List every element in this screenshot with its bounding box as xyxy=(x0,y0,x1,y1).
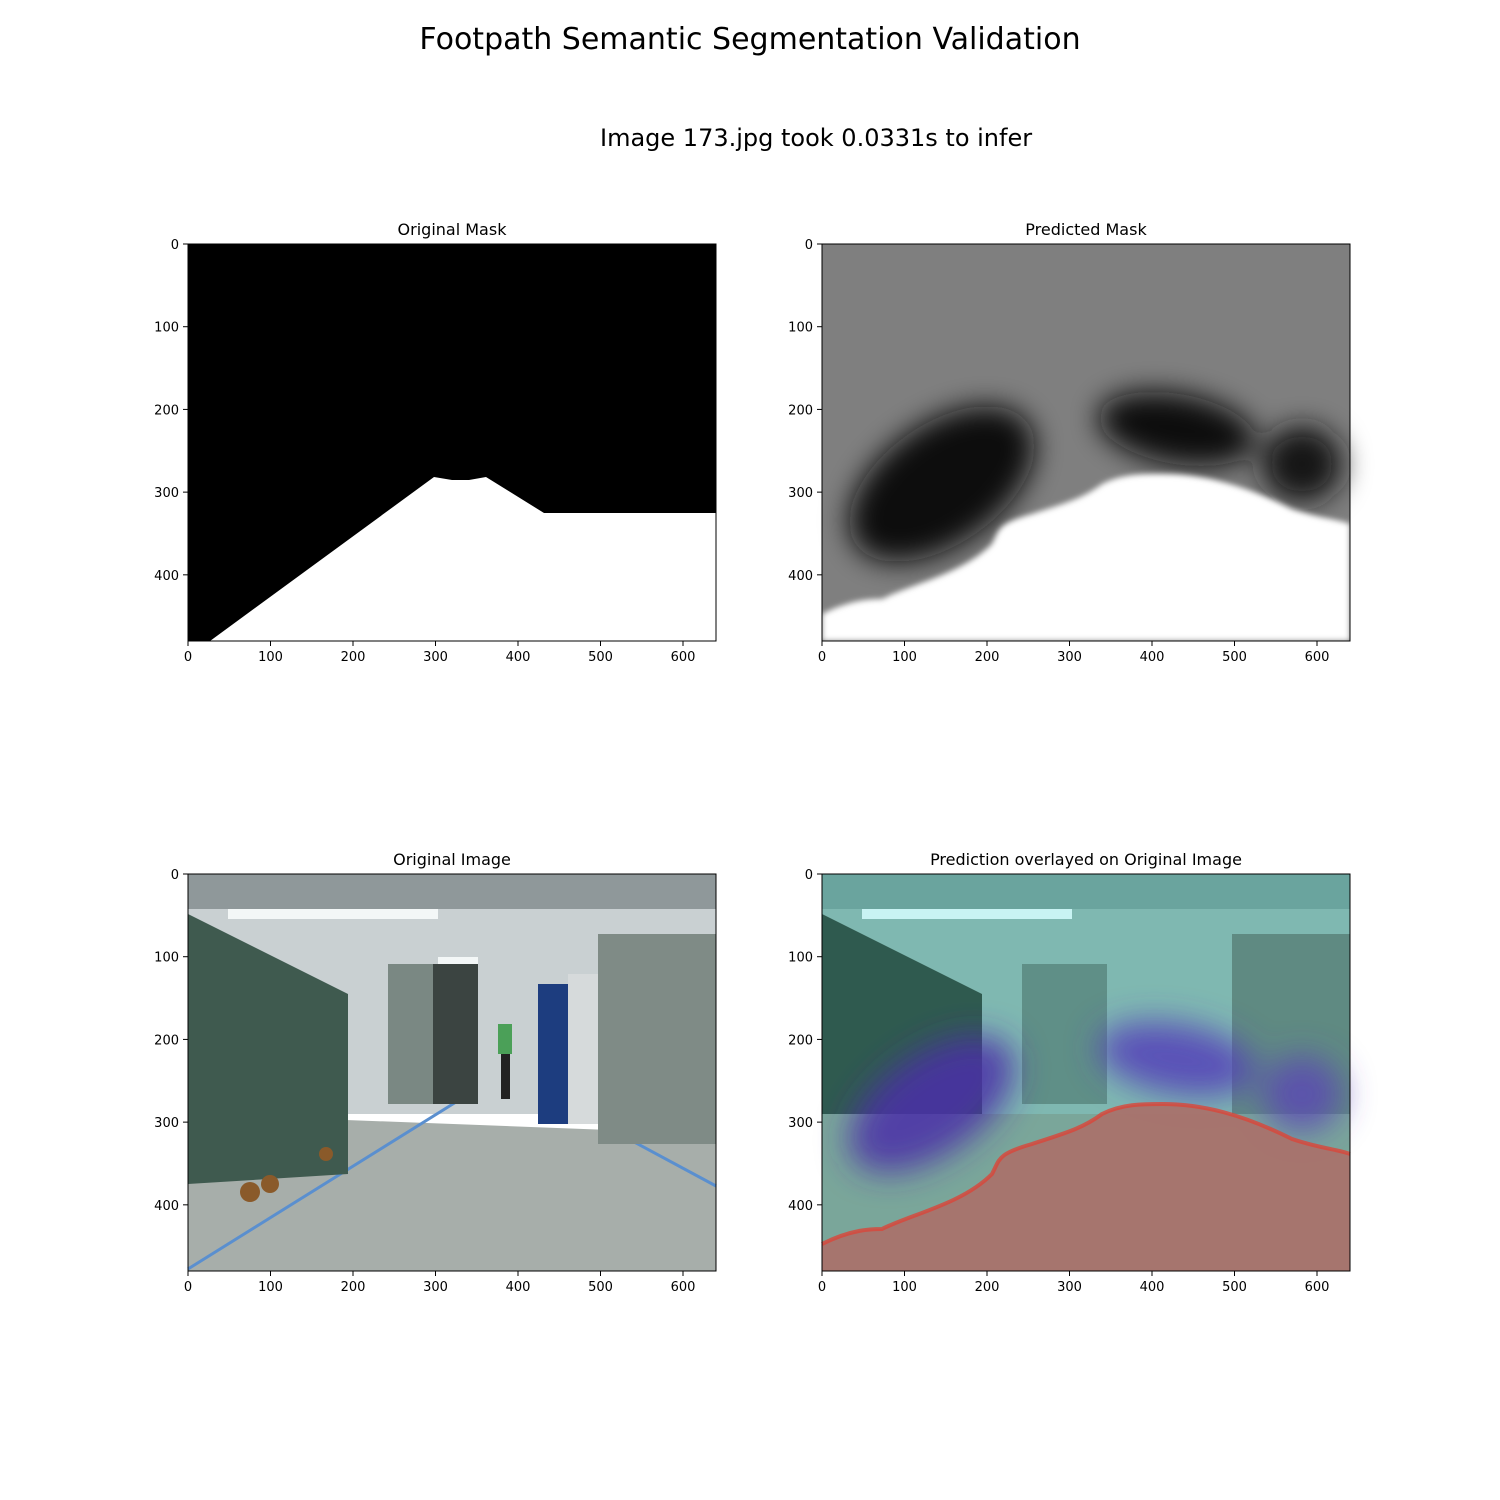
x-tick-label: 500 xyxy=(588,650,613,665)
x-tick-label: 500 xyxy=(1222,1280,1247,1295)
y-tick-label: 200 xyxy=(788,1033,813,1048)
y-tick-label: 200 xyxy=(154,1033,179,1048)
x-tick-label: 0 xyxy=(184,650,192,665)
y-tick-label: 100 xyxy=(788,321,813,336)
y-tick-label: 300 xyxy=(154,486,179,501)
y-tick-label: 200 xyxy=(788,403,813,418)
x-tick-label: 500 xyxy=(588,1280,613,1295)
y-tick-label: 100 xyxy=(154,951,179,966)
x-tick-label: 200 xyxy=(975,650,1000,665)
x-tick-label: 400 xyxy=(506,650,531,665)
y-tick-label: 400 xyxy=(788,1199,813,1214)
x-tick-label: 600 xyxy=(1305,650,1330,665)
x-tick-label: 300 xyxy=(423,650,448,665)
x-tick-label: 600 xyxy=(671,1280,696,1295)
original-photo xyxy=(187,873,717,1272)
x-tick-label: 0 xyxy=(818,1280,826,1295)
x-tick-label: 100 xyxy=(258,1280,283,1295)
x-tick-label: 400 xyxy=(506,1280,531,1295)
x-tick-label: 500 xyxy=(1222,650,1247,665)
x-tick-label: 600 xyxy=(1305,1280,1330,1295)
panel-title-predicted-mask: Predicted Mask xyxy=(1025,220,1147,239)
y-tick-label: 100 xyxy=(154,321,179,336)
overlay-footpath-region xyxy=(822,1104,1350,1271)
x-tick-label: 300 xyxy=(1057,1280,1082,1295)
y-tick-label: 300 xyxy=(788,486,813,501)
x-tick-label: 300 xyxy=(423,1280,448,1295)
x-tick-label: 600 xyxy=(671,650,696,665)
original-mask-image xyxy=(187,243,717,642)
y-tick-label: 100 xyxy=(788,951,813,966)
x-tick-label: 400 xyxy=(1140,650,1165,665)
x-tick-label: 0 xyxy=(184,1280,192,1295)
figure-title: Footpath Semantic Segmentation Validatio… xyxy=(419,22,1081,57)
footpath-region xyxy=(210,477,716,641)
y-tick-label: 400 xyxy=(154,569,179,584)
x-tick-label: 200 xyxy=(341,650,366,665)
x-tick-label: 100 xyxy=(258,650,283,665)
x-tick-label: 200 xyxy=(341,1280,366,1295)
x-tick-label: 400 xyxy=(1140,1280,1165,1295)
y-tick-label: 400 xyxy=(788,569,813,584)
y-tick-label: 200 xyxy=(154,403,179,418)
x-tick-label: 100 xyxy=(892,650,917,665)
y-tick-label: 300 xyxy=(788,1116,813,1131)
y-tick-label: 400 xyxy=(154,1199,179,1214)
y-tick-label: 0 xyxy=(171,868,179,883)
figure-subtitle: Image 173.jpg took 0.0331s to infer xyxy=(600,124,1033,152)
x-tick-label: 100 xyxy=(892,1280,917,1295)
panel-title-original-mask: Original Mask xyxy=(397,220,507,239)
overlay-image xyxy=(821,873,1351,1272)
y-tick-label: 0 xyxy=(805,238,813,253)
predicted-mask-image xyxy=(821,243,1351,642)
right-cabinet xyxy=(598,934,716,1144)
y-tick-label: 0 xyxy=(171,238,179,253)
x-tick-label: 0 xyxy=(818,650,826,665)
panel-title-original-image: Original Image xyxy=(393,850,511,869)
x-tick-label: 200 xyxy=(975,1280,1000,1295)
predicted-footpath-region xyxy=(822,474,1350,641)
panel-title-overlay: Prediction overlayed on Original Image xyxy=(930,850,1242,869)
left-trolley xyxy=(188,914,348,1184)
x-tick-label: 300 xyxy=(1057,650,1082,665)
y-tick-label: 300 xyxy=(154,1116,179,1131)
y-tick-label: 0 xyxy=(805,868,813,883)
